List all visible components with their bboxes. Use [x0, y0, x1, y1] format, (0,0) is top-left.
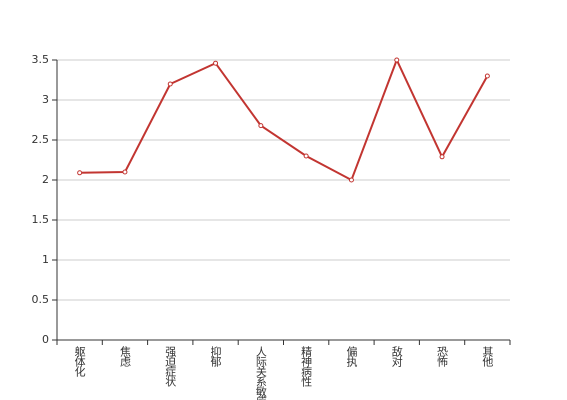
y-tick-label: 2 — [42, 173, 49, 186]
line — [79, 57, 489, 182]
y-tick-label: 0.5 — [32, 293, 50, 306]
y-tick-label: 3 — [42, 93, 49, 106]
x-tick-label: 精神病性 — [300, 346, 313, 388]
x-tick-label: 其他 — [481, 346, 494, 367]
x-tick-label: 焦虑 — [118, 346, 131, 367]
point — [303, 153, 309, 159]
x-tick-label: 强迫症状 — [164, 346, 177, 387]
point — [213, 60, 219, 66]
y-tick-label: 3.5 — [32, 53, 50, 66]
x-tick-label: 躯体化 — [73, 346, 86, 378]
x-tick-label: 恐怖 — [436, 346, 449, 367]
point — [167, 81, 173, 87]
point — [484, 73, 490, 79]
x-tick-label: 人际关系敏感 — [254, 346, 267, 400]
point — [348, 177, 354, 183]
x-tick-label: 抑郁 — [209, 345, 222, 367]
point — [77, 170, 83, 176]
y-tick-label: 0 — [42, 333, 49, 346]
point — [439, 154, 445, 160]
y-tick-label: 1.5 — [32, 213, 50, 226]
x-tick-label: 敌对 — [390, 345, 403, 367]
point — [258, 123, 264, 129]
point — [394, 57, 400, 63]
y-tick-label: 2.5 — [32, 133, 50, 146]
x-tick-label: 偏执 — [345, 345, 358, 368]
y-tick-label: 1 — [42, 253, 49, 266]
point — [122, 169, 128, 175]
